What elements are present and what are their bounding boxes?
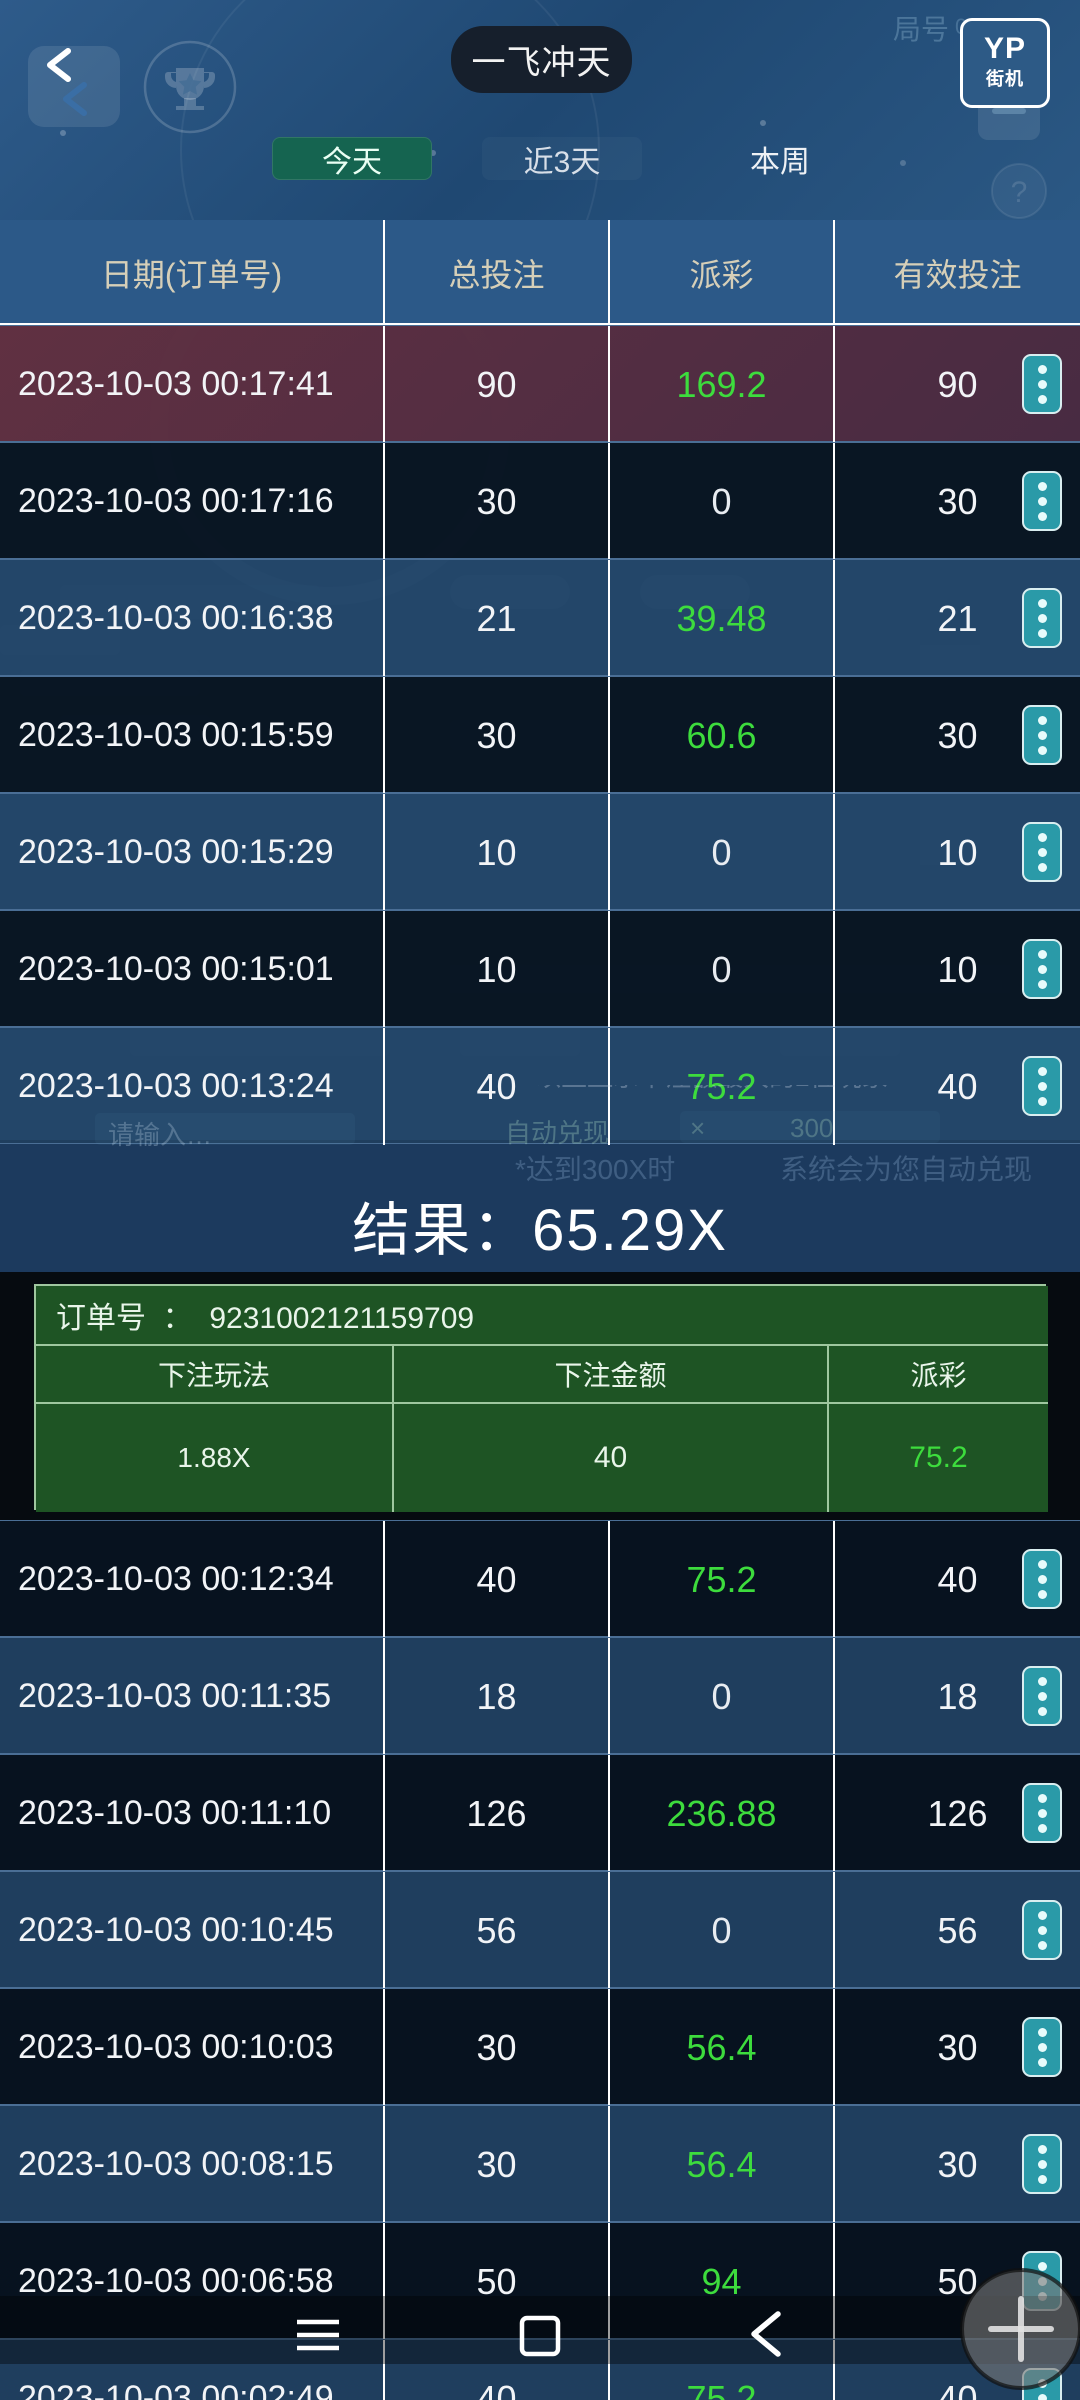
svg-text:?: ? — [1011, 176, 1028, 209]
